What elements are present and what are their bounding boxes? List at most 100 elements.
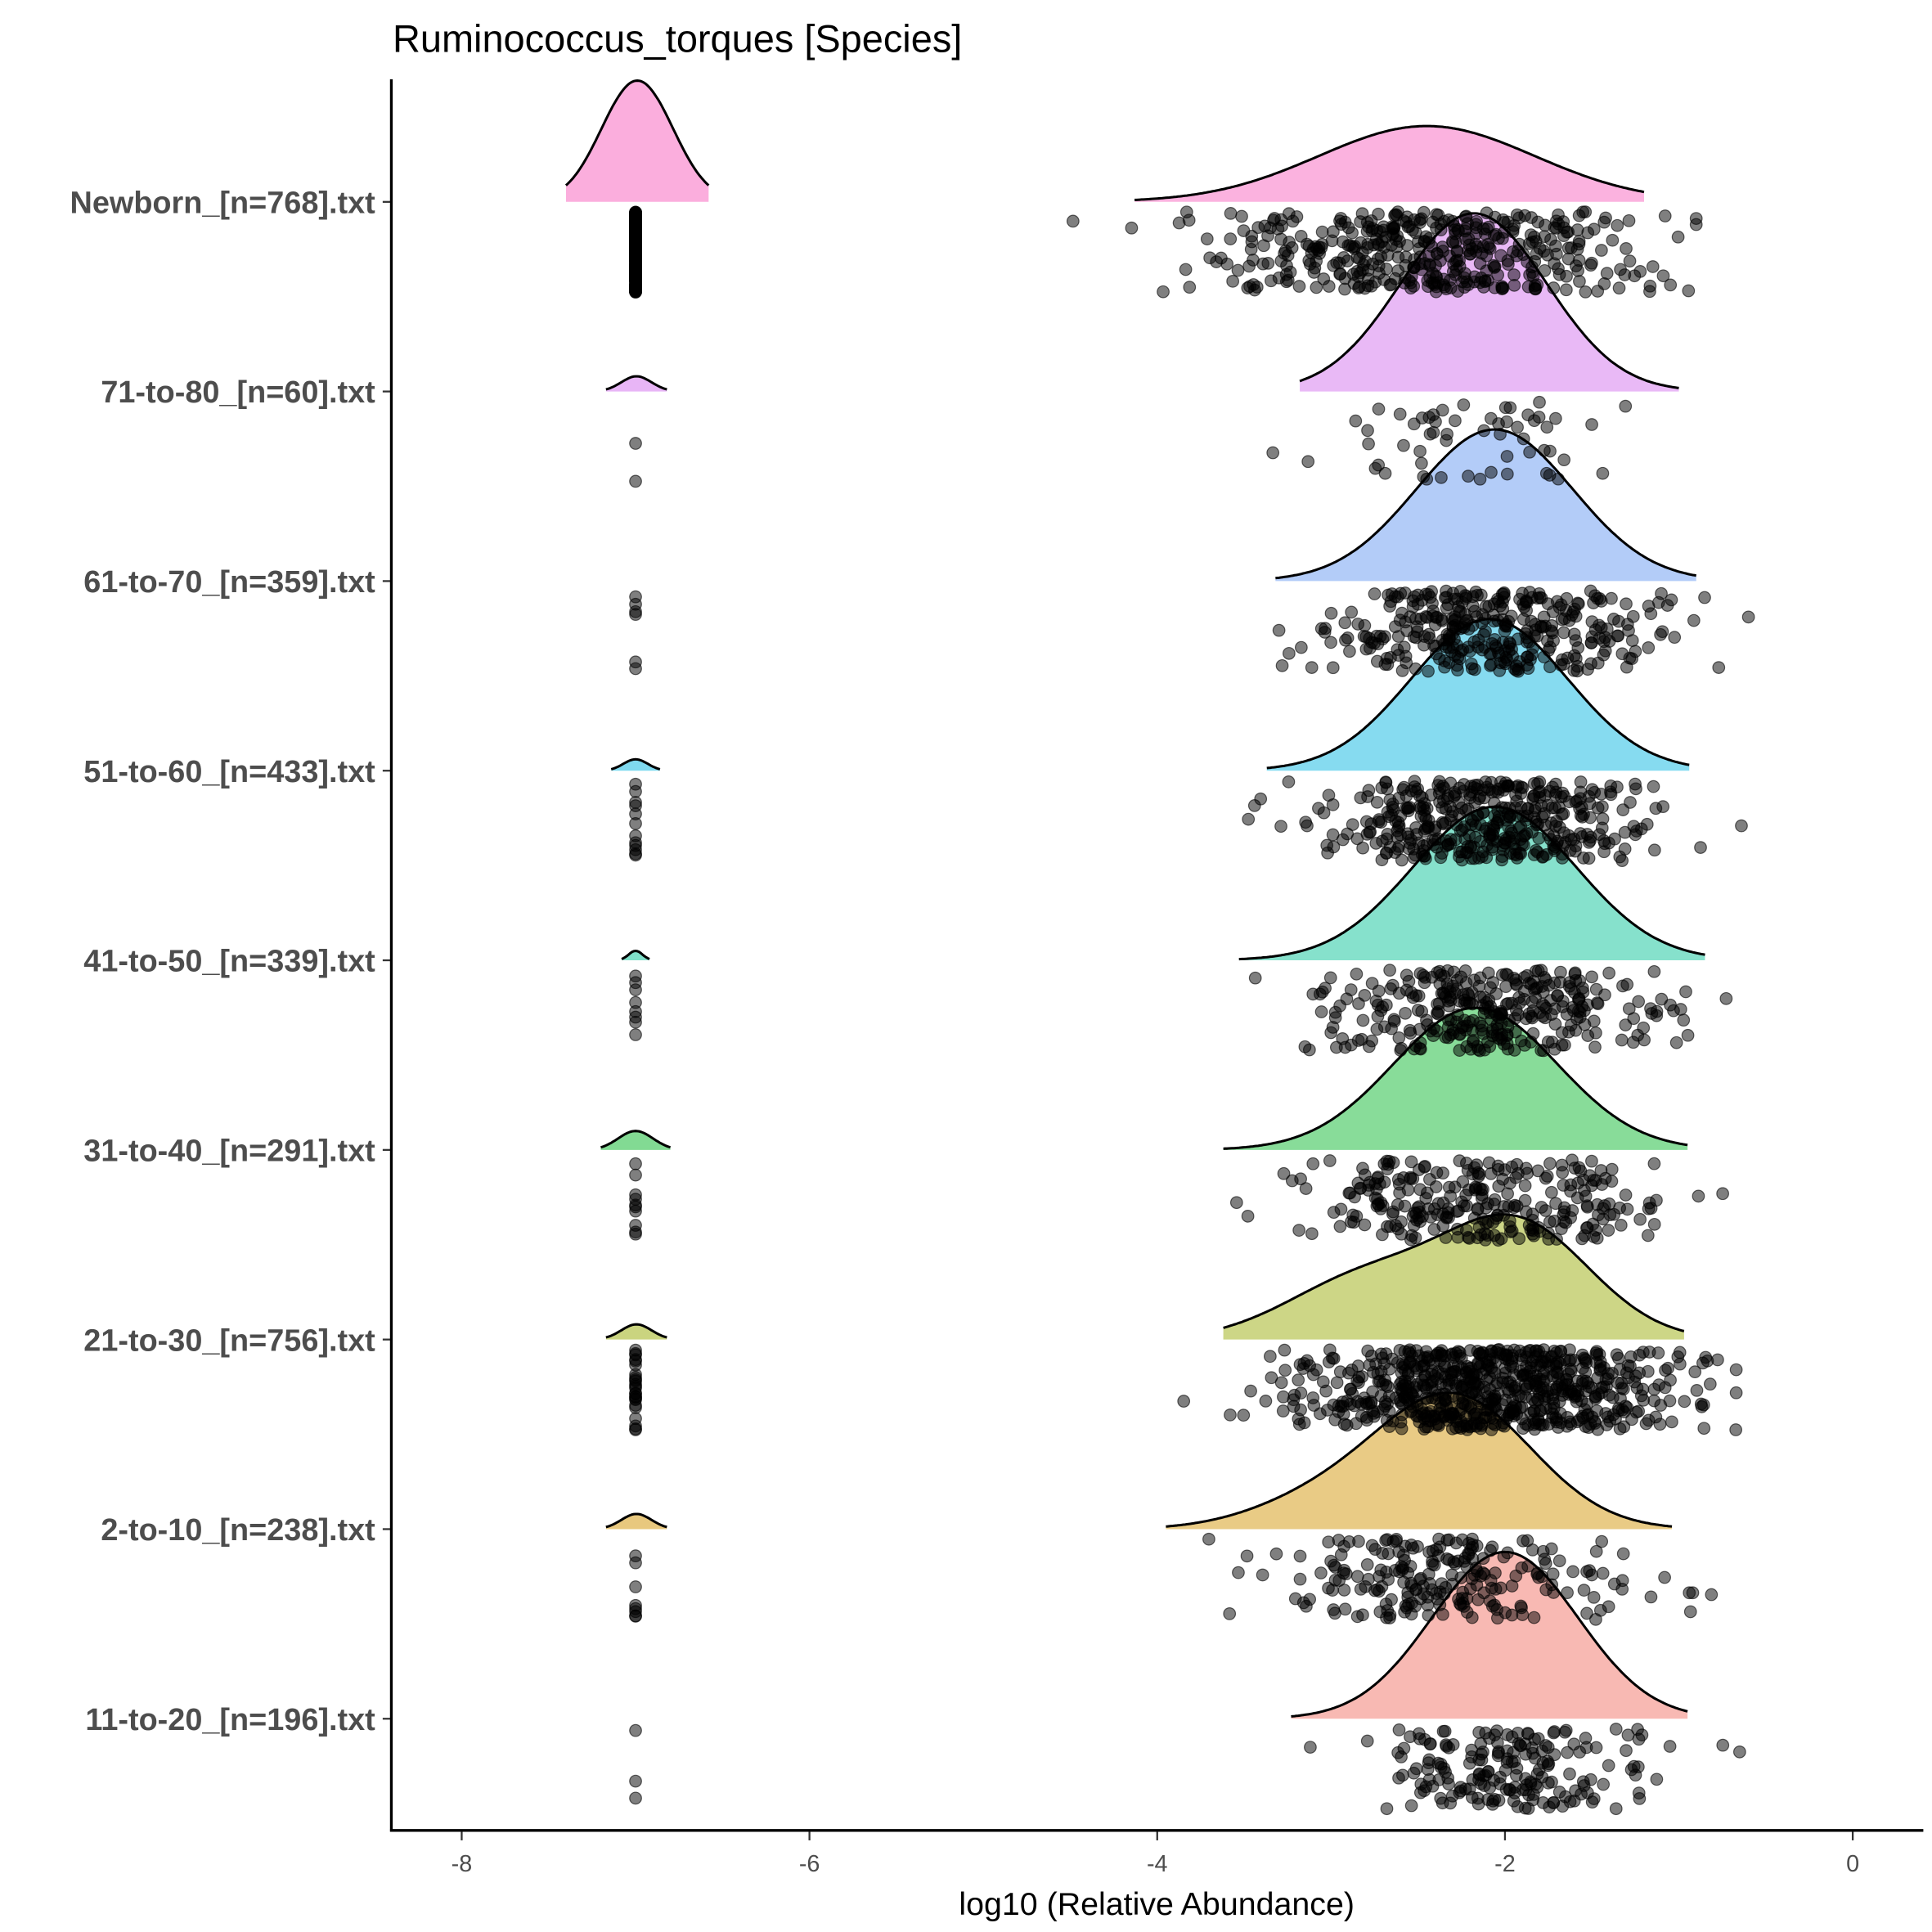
data-point — [1385, 1022, 1398, 1036]
data-point — [1645, 1007, 1659, 1020]
data-point — [1266, 446, 1280, 460]
data-point — [1380, 832, 1394, 846]
data-point — [1431, 1365, 1445, 1378]
data-point — [1484, 411, 1498, 425]
data-point — [1232, 1566, 1245, 1579]
data-point — [1619, 1188, 1633, 1202]
data-point — [1547, 1586, 1561, 1599]
data-point — [1415, 1373, 1429, 1387]
density-fill — [1238, 806, 1705, 961]
data-point — [1319, 982, 1332, 995]
data-point — [1257, 239, 1270, 253]
data-point — [1515, 1601, 1528, 1615]
data-point — [1535, 1570, 1549, 1584]
data-point — [1290, 210, 1304, 223]
data-point — [1241, 1209, 1255, 1223]
data-point — [1543, 1157, 1557, 1170]
data-point — [1629, 782, 1642, 796]
data-point — [1385, 1593, 1398, 1606]
data-point — [1522, 1007, 1536, 1021]
data-point — [1503, 636, 1516, 649]
data-point — [1512, 1737, 1525, 1750]
data-point — [1322, 1581, 1335, 1595]
data-point — [1612, 614, 1625, 628]
zero-point — [629, 655, 642, 669]
data-point — [1616, 1547, 1630, 1561]
data-point — [1646, 260, 1660, 273]
data-point — [1479, 775, 1493, 789]
data-point — [1337, 251, 1350, 264]
data-point — [1345, 1215, 1358, 1229]
data-point — [1548, 1002, 1561, 1016]
data-point — [1263, 1350, 1277, 1364]
data-point — [1569, 795, 1583, 809]
data-point — [1596, 466, 1610, 480]
data-point — [1542, 1233, 1556, 1246]
data-point — [1626, 609, 1640, 623]
data-point — [1407, 1766, 1421, 1780]
data-point — [1248, 971, 1262, 985]
data-point — [1361, 424, 1374, 438]
data-point — [1589, 1026, 1602, 1040]
data-point — [1362, 784, 1376, 798]
data-point — [1667, 1004, 1680, 1018]
data-point — [1334, 1202, 1348, 1216]
data-point — [1620, 242, 1633, 255]
data-point — [1374, 1202, 1387, 1215]
data-point — [1735, 819, 1748, 833]
data-point — [1615, 1033, 1629, 1047]
data-point — [1394, 828, 1408, 842]
x-axis-label: log10 (Relative Abundance) — [959, 1886, 1355, 1922]
data-point — [1383, 964, 1396, 977]
data-point — [1483, 1348, 1497, 1361]
data-point — [1476, 1212, 1489, 1226]
data-point — [1532, 785, 1546, 799]
data-point — [1441, 1020, 1455, 1034]
data-point — [1471, 633, 1485, 647]
data-point — [1393, 407, 1407, 421]
data-point — [1462, 238, 1476, 252]
data-point — [1591, 1371, 1604, 1385]
data-point — [1360, 1413, 1373, 1427]
data-point — [1554, 1344, 1568, 1358]
data-point — [1612, 281, 1626, 295]
data-point — [1476, 608, 1489, 622]
data-point — [1342, 1535, 1356, 1548]
data-point — [1643, 285, 1656, 299]
data-point — [1471, 1202, 1485, 1215]
data-point — [1388, 620, 1402, 634]
data-point — [1596, 812, 1610, 825]
data-point — [1622, 1002, 1636, 1016]
data-point — [1328, 1573, 1342, 1587]
data-point — [1620, 660, 1633, 674]
y-tick-label: 2-to-10_[n=238].txt — [101, 1513, 375, 1548]
data-point — [1314, 1005, 1328, 1018]
data-point — [1631, 1760, 1645, 1774]
data-point — [1521, 650, 1534, 664]
data-point — [1572, 1004, 1585, 1018]
x-tick-label: 0 — [1846, 1851, 1859, 1877]
data-point — [1312, 802, 1325, 815]
data-point — [1436, 614, 1449, 627]
data-point — [1226, 274, 1240, 288]
data-point — [1462, 470, 1475, 483]
data-point — [1484, 1574, 1498, 1588]
data-point — [1521, 408, 1534, 422]
data-point — [1338, 282, 1351, 296]
data-point — [1633, 1792, 1647, 1805]
data-point — [1338, 1040, 1352, 1054]
data-point — [1526, 1027, 1540, 1040]
data-point — [1620, 1744, 1633, 1758]
zero-point — [629, 1157, 642, 1170]
data-point — [1561, 1586, 1574, 1600]
data-point — [1488, 261, 1501, 274]
data-point — [1356, 841, 1369, 855]
data-point — [1456, 643, 1470, 657]
data-point — [1431, 209, 1445, 222]
data-point — [1428, 824, 1441, 838]
data-point — [1417, 470, 1431, 483]
data-point — [1558, 1725, 1572, 1739]
data-point — [1647, 1217, 1661, 1231]
data-point — [1510, 978, 1524, 992]
data-point — [1476, 806, 1490, 819]
